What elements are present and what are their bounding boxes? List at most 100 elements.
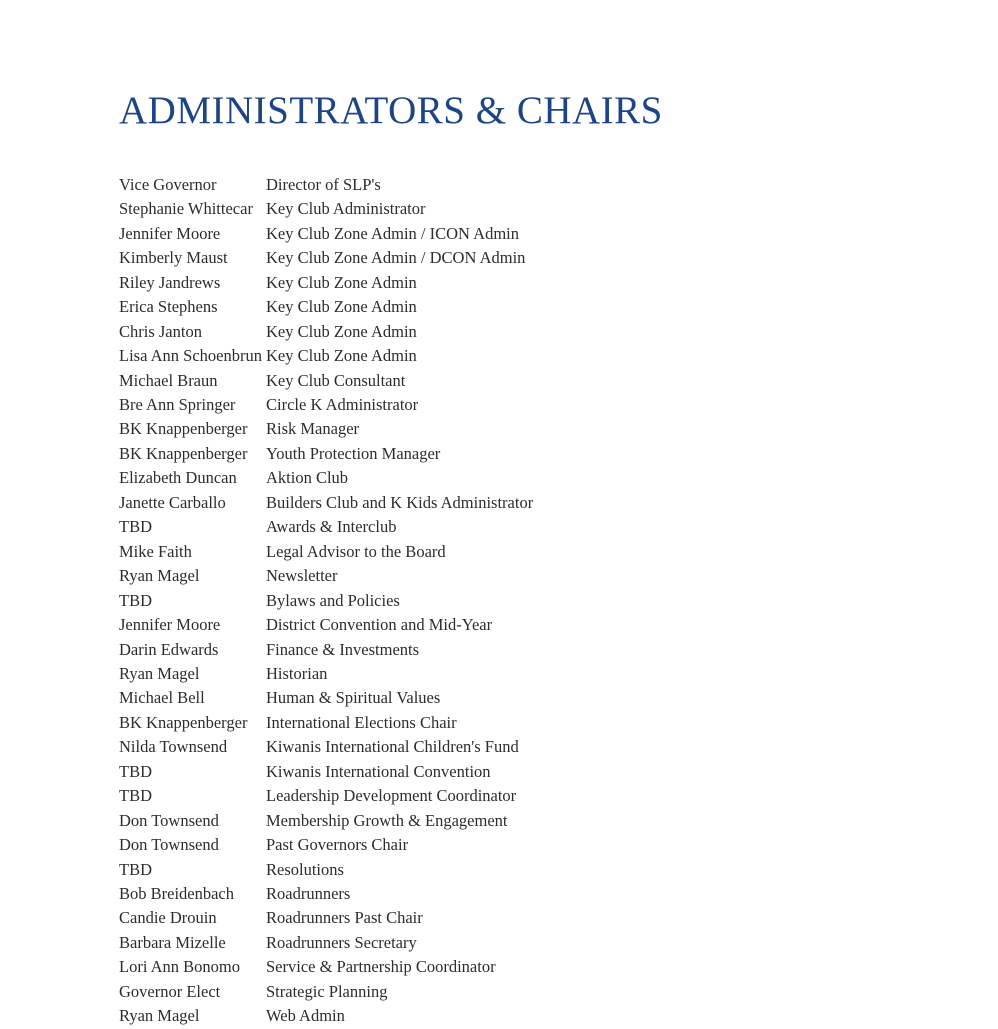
role-name: Roadrunners Past Chair: [266, 908, 423, 928]
table-row: Darin Edwards Finance & Investments: [119, 638, 958, 662]
person-name: Michael Bell: [119, 688, 205, 708]
person-name: Darin Edwards: [119, 639, 219, 659]
role-name: Human & Spiritual Values: [266, 688, 441, 708]
person-name: Don Townsend: [119, 810, 219, 830]
role-name: Key Club Zone Admin / ICON Admin: [266, 223, 519, 243]
person-name: Kimberly Maust: [119, 248, 228, 268]
role-name: Historian: [266, 663, 328, 683]
person-name: Erica Stephens: [119, 297, 218, 317]
table-row: Michael Bell Human & Spiritual Values: [119, 686, 958, 710]
role-name: Key Club Zone Admin / DCON Admin: [266, 248, 526, 268]
role-name: Roadrunners Secretary: [266, 932, 417, 952]
table-row: Ryan Magel Newsletter: [119, 564, 958, 588]
role-name: Key Club Zone Admin: [266, 346, 417, 366]
role-name: Key Club Consultant: [266, 370, 406, 390]
person-name: Lori Ann Bonomo: [119, 957, 241, 977]
roster-list: Vice Governor Director of SLP's Stephanie …: [119, 173, 958, 1029]
person-name: Ryan Magel: [119, 566, 200, 586]
person-name: Jennifer Moore: [119, 223, 221, 243]
role-name: District Convention and Mid-Year: [266, 615, 493, 635]
table-row: TBD Bylaws and Policies: [119, 589, 958, 613]
role-name: Aktion Club: [266, 468, 349, 488]
person-name: BK Knappenberger: [119, 712, 248, 732]
table-row: Nilda Townsend Kiwanis International Chil…: [119, 735, 958, 759]
role-name: Kiwanis International Convention: [266, 761, 491, 781]
person-name: TBD: [119, 517, 152, 537]
role-name: Strategic Planning: [266, 981, 388, 1001]
table-row: Bre Ann Springer Circle K Administrator: [119, 393, 958, 417]
table-row: Stephanie Whittecar Key Club Administrato…: [119, 197, 958, 221]
role-name: Web Admin: [266, 1006, 345, 1026]
role-name: Finance & Investments: [266, 639, 420, 659]
table-row: TBD Resolutions: [119, 858, 958, 882]
table-row: Kimberly Maust Key Club Zone Admin / DCON…: [119, 246, 958, 270]
table-row: Ryan Magel Historian: [119, 662, 958, 686]
table-row: Don Townsend Membership Growth & Engageme…: [119, 809, 958, 833]
role-name: Past Governors Chair: [266, 835, 409, 855]
person-name: Ryan Magel: [119, 1006, 200, 1026]
table-row: Jennifer Moore Key Club Zone Admin / ICON…: [119, 222, 958, 246]
role-name: Youth Protection Manager: [266, 443, 441, 463]
role-name: Bylaws and Policies: [266, 590, 400, 610]
table-row: TBD Awards & Interclub: [119, 515, 958, 539]
role-name: Awards & Interclub: [266, 517, 397, 537]
person-name: Chris Janton: [119, 321, 202, 341]
person-name: Bob Breidenbach: [119, 884, 235, 904]
role-name: Circle K Administrator: [266, 394, 419, 414]
role-name: Kiwanis International Children's Fund: [266, 737, 519, 757]
table-row: TBD Leadership Development Coordinator: [119, 784, 958, 808]
role-name: Membership Growth & Engagement: [266, 810, 508, 830]
table-row: Riley Jandrews Key Club Zone Admin: [119, 271, 958, 295]
person-name: TBD: [119, 786, 152, 806]
role-name: Key Club Zone Admin: [266, 272, 417, 292]
person-name: BK Knappenberger: [119, 443, 248, 463]
person-name: Stephanie Whittecar: [119, 199, 253, 219]
person-name: Bre Ann Springer: [119, 394, 236, 414]
person-name: Ryan Magel: [119, 663, 200, 683]
role-name: Builders Club and K Kids Administrator: [266, 492, 534, 512]
person-name: Lisa Ann Schoenbrun: [119, 346, 262, 366]
table-row: Jennifer Moore District Convention and Mi…: [119, 613, 958, 637]
person-name: TBD: [119, 859, 152, 879]
table-row: Lori Ann Bonomo Service & Partnership Coo…: [119, 955, 958, 979]
role-name: Leadership Development Coordinator: [266, 786, 517, 806]
person-name: Riley Jandrews: [119, 272, 221, 292]
role-name: Resolutions: [266, 859, 344, 879]
role-name: Risk Manager: [266, 419, 360, 439]
table-row: BK Knappenberger Risk Manager: [119, 417, 958, 441]
person-name: Elizabeth Duncan: [119, 468, 237, 488]
table-row: Elizabeth Duncan Aktion Club: [119, 466, 958, 490]
person-name: Jennifer Moore: [119, 615, 221, 635]
person-name: Don Townsend: [119, 835, 219, 855]
person-name: Vice Governor: [119, 174, 217, 194]
table-row: BK Knappenberger International Elections …: [119, 711, 958, 735]
role-name: Newsletter: [266, 566, 338, 586]
person-name: Nilda Townsend: [119, 737, 228, 757]
role-name: Service & Partnership Coordinator: [266, 957, 496, 977]
role-name: Director of SLP's: [266, 174, 381, 194]
table-row: Mike Faith Legal Advisor to the Board: [119, 540, 958, 564]
role-name: Roadrunners: [266, 884, 351, 904]
person-name: Governor Elect: [119, 981, 221, 1001]
role-name: Key Club Zone Admin: [266, 321, 417, 341]
person-name: Mike Faith: [119, 541, 192, 561]
role-name: Key Club Zone Admin: [266, 297, 417, 317]
page-title: ADMINISTRATORS & CHAIRS: [119, 89, 663, 132]
table-row: TBD Kiwanis International Convention: [119, 760, 958, 784]
role-name: International Elections Chair: [266, 712, 457, 732]
person-name: Barbara Mizelle: [119, 932, 226, 952]
table-row: Bob Breidenbach Roadrunners: [119, 882, 958, 906]
table-row: Barbara Mizelle Roadrunners Secretary: [119, 931, 958, 955]
table-row: Erica Stephens Key Club Zone Admin: [119, 295, 958, 319]
table-row: Ryan Magel Web Admin: [119, 1004, 958, 1028]
person-name: Candie Drouin: [119, 908, 217, 928]
table-row: Don Townsend Past Governors Chair: [119, 833, 958, 857]
table-row: Janette Carballo Builders Club and K Kids…: [119, 491, 958, 515]
person-name: Michael Braun: [119, 370, 218, 390]
table-row: Michael Braun Key Club Consultant: [119, 369, 958, 393]
role-name: Legal Advisor to the Board: [266, 541, 446, 561]
person-name: TBD: [119, 590, 152, 610]
table-row: Vice Governor Director of SLP's: [119, 173, 958, 197]
table-row: BK Knappenberger Youth Protection Manager: [119, 442, 958, 466]
